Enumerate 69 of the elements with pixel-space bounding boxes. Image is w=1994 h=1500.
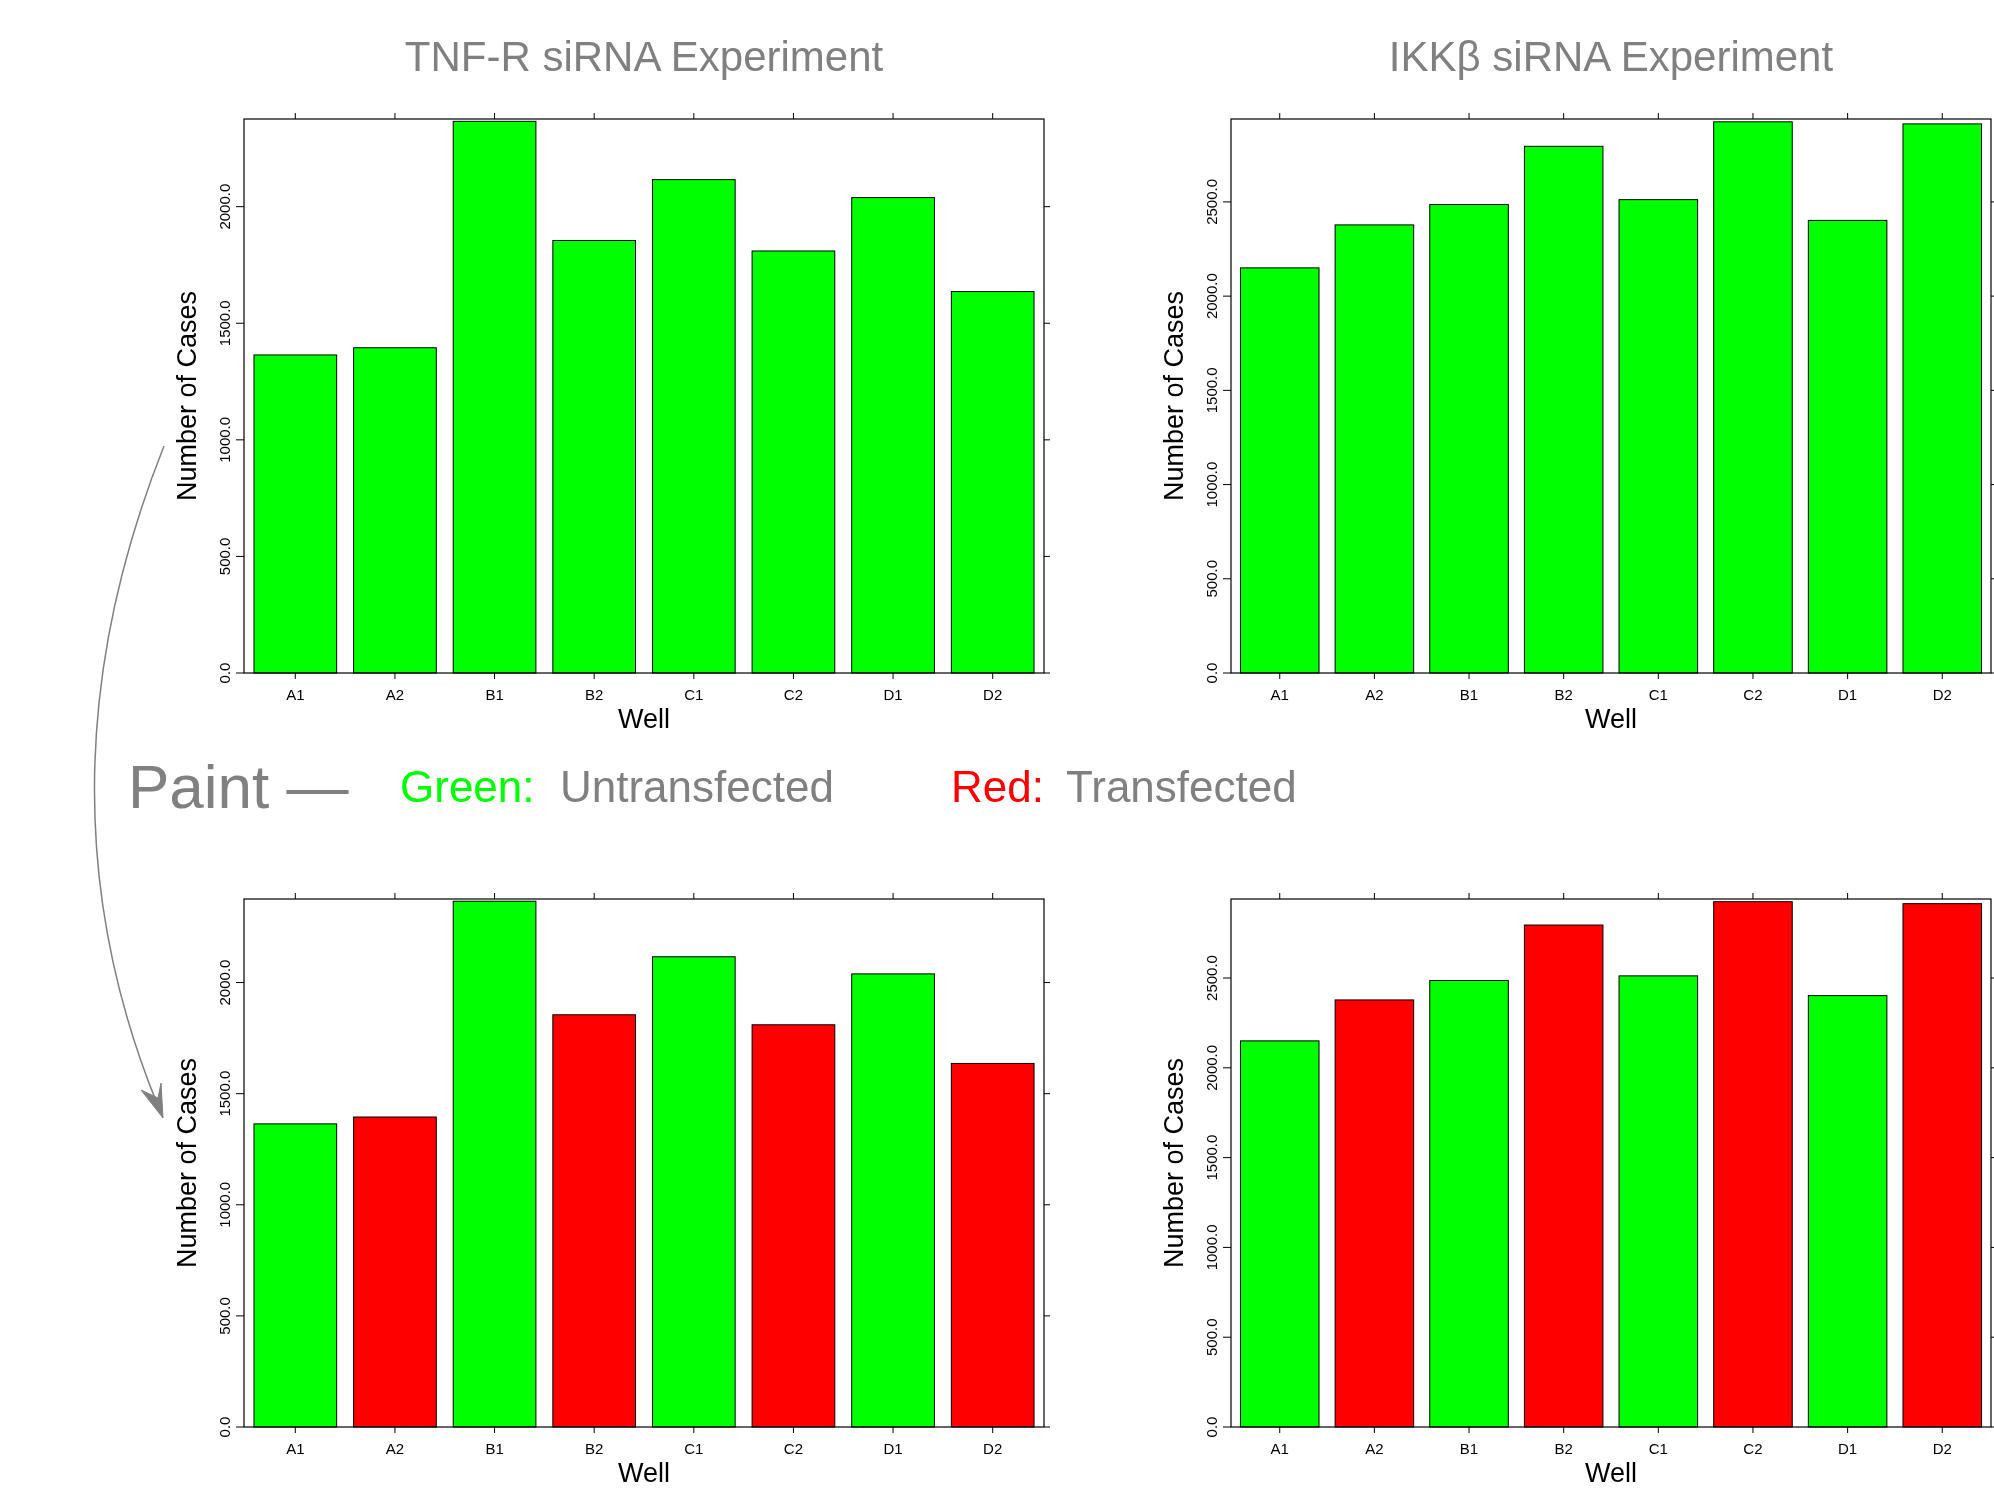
y-tick-label: 0.0 <box>216 1416 233 1438</box>
x-tick-label: A1 <box>286 686 305 703</box>
y-tick-label: 2000.0 <box>216 183 233 230</box>
x-axis-title: Well <box>617 1458 671 1488</box>
x-tick-label: C1 <box>684 1440 704 1457</box>
text: Red: <box>951 762 1044 811</box>
x-tick-label: D2 <box>1932 1440 1952 1457</box>
x-tick-label: A2 <box>1365 686 1384 703</box>
y-tick-label: 500.0 <box>216 1297 233 1335</box>
x-axis-title: Well <box>1584 704 1638 734</box>
y-tick-label: 1000.0 <box>216 416 233 463</box>
y-tick-label: 2000.0 <box>1203 1044 1220 1091</box>
x-tick-label: D1 <box>1838 686 1858 703</box>
x-tick-label: C2 <box>783 686 804 703</box>
x-tick-label: B2 <box>585 1440 604 1457</box>
y-tick-label: 2000.0 <box>216 959 233 1006</box>
y-tick-label: 2500.0 <box>1203 955 1220 1001</box>
x-tick-label: A2 <box>1365 1440 1384 1457</box>
x-tick-label: B1 <box>1459 1440 1479 1457</box>
y-tick-label: 1000.0 <box>1203 1224 1220 1271</box>
x-tick-label: A2 <box>385 1440 405 1457</box>
x-tick-label: D2 <box>983 1440 1003 1457</box>
y-tick-label: 2000.0 <box>1203 273 1220 320</box>
chart-title: TNF-R siRNA Experiment <box>404 33 884 80</box>
x-tick-label: C1 <box>1648 1440 1668 1457</box>
y-tick-label: 1000.0 <box>216 1181 233 1228</box>
x-tick-label: A2 <box>385 686 405 703</box>
y-axis-title: Number of Cases <box>172 290 202 502</box>
x-tick-label: B2 <box>585 686 604 703</box>
x-tick-label: D1 <box>883 1440 903 1457</box>
text: Untransfected <box>560 762 834 811</box>
y-tick-label: 500.0 <box>216 537 233 576</box>
x-tick-label: C2 <box>783 1440 804 1457</box>
x-tick-label: D1 <box>1838 1440 1858 1457</box>
y-tick-label: 0.0 <box>1203 662 1220 684</box>
y-tick-label: 500.0 <box>1203 1318 1220 1356</box>
y-axis-title: Number of Cases <box>1159 290 1189 502</box>
x-tick-label: A1 <box>1270 1440 1289 1457</box>
x-tick-label: C1 <box>684 686 704 703</box>
y-tick-label: 2500.0 <box>1203 178 1220 225</box>
text: Transfected <box>1066 762 1297 811</box>
x-axis-title: Well <box>617 704 671 734</box>
text: Paint — <box>128 752 349 821</box>
x-tick-label: D2 <box>983 686 1003 703</box>
x-tick-label: B2 <box>1554 1440 1573 1457</box>
x-axis-title: Well <box>1584 1458 1638 1488</box>
y-tick-label: 0.0 <box>216 662 233 684</box>
text: Green: <box>400 762 535 811</box>
x-tick-label: C2 <box>1743 1440 1763 1457</box>
x-tick-label: D1 <box>883 686 903 703</box>
y-axis-title: Number of Cases <box>172 1057 202 1269</box>
x-tick-label: B1 <box>1459 686 1479 703</box>
y-tick-label: 1000.0 <box>1203 461 1220 508</box>
x-tick-label: C1 <box>1648 686 1668 703</box>
y-axis-title: Number of Cases <box>1159 1057 1189 1269</box>
x-tick-label: B1 <box>485 686 504 703</box>
x-tick-label: A1 <box>286 1440 305 1457</box>
x-tick-label: D2 <box>1932 686 1952 703</box>
y-tick-label: 1500.0 <box>216 300 233 347</box>
y-tick-label: 0.0 <box>1203 1416 1220 1438</box>
x-tick-label: A1 <box>1270 686 1289 703</box>
y-tick-label: 500.0 <box>1203 560 1220 598</box>
chart-title: IKKβ siRNA Experiment <box>1388 33 1834 80</box>
x-tick-label: B2 <box>1554 686 1573 703</box>
y-tick-label: 1500.0 <box>216 1070 233 1117</box>
y-tick-label: 1500.0 <box>1203 367 1220 414</box>
x-tick-label: B1 <box>485 1440 504 1457</box>
y-tick-label: 1500.0 <box>1203 1134 1220 1181</box>
x-tick-label: C2 <box>1743 686 1763 703</box>
